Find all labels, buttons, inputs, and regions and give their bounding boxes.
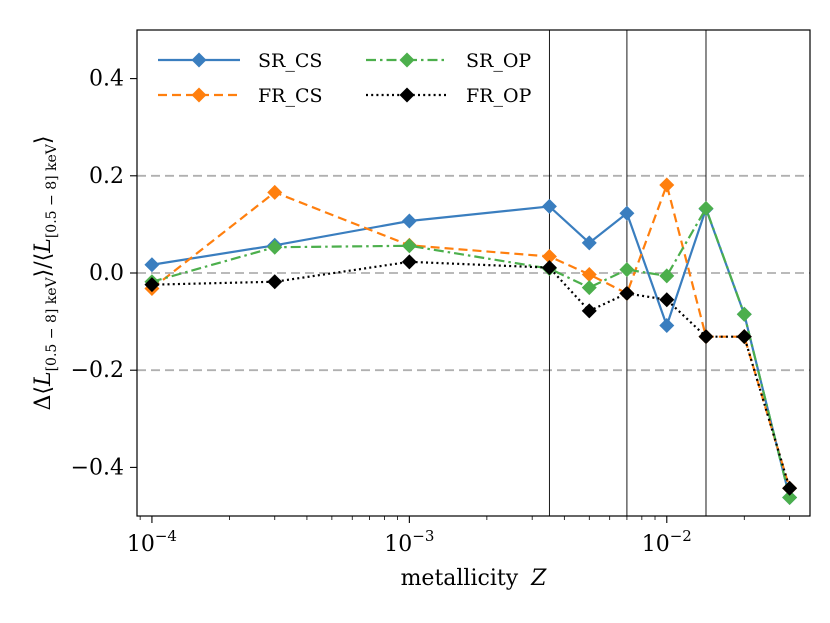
y-label-l1: L xyxy=(31,371,56,387)
series-fr-op xyxy=(144,254,798,496)
point-sr-op-6 xyxy=(659,268,675,284)
legend-marker-sr-cs xyxy=(191,52,207,68)
y-label-mid: ⟩/⟨ xyxy=(31,253,56,278)
series-line-fr-op xyxy=(151,260,791,489)
y-tick-label-0: 0.4 xyxy=(89,67,124,92)
series-sr-op xyxy=(144,200,798,506)
point-sr-cs-4 xyxy=(581,235,597,251)
y-label-sub2: [0.5 − 8] keV xyxy=(44,143,60,238)
point-sr-cs-2 xyxy=(401,213,417,229)
legend-entry-sr-cs: SR_CS xyxy=(158,50,322,72)
series-line-sr-op xyxy=(151,207,791,498)
point-sr-op-2 xyxy=(401,238,417,254)
point-fr-op-3 xyxy=(541,260,557,276)
y-axis-label: Δ⟨L[0.5 − 8] keV⟩/⟨L[0.5 − 8] keV⟩ xyxy=(31,136,60,411)
legend-marker-fr-op xyxy=(399,87,415,103)
series-line-fr-cs xyxy=(151,183,791,489)
x-axis-label: metallicity Z xyxy=(401,566,548,591)
legend-entry-fr-cs: FR_CS xyxy=(158,85,323,107)
legend-marker-sr-op xyxy=(399,52,415,68)
legend-label-sr-op: SR_OP xyxy=(466,50,531,72)
grid-layer xyxy=(137,174,810,372)
y-tick-label-4: −0.4 xyxy=(71,455,124,480)
legend-label-sr-cs: SR_CS xyxy=(258,50,322,72)
point-fr-op-8 xyxy=(736,329,752,345)
series-sr-cs xyxy=(144,198,798,506)
series-line-sr-cs xyxy=(151,205,791,498)
y-label-end: ⟩ xyxy=(31,136,56,145)
point-fr-op-2 xyxy=(401,254,417,270)
series-layer xyxy=(144,177,798,506)
legend: SR_CS FR_CS SR_OP FR_OP xyxy=(158,50,532,107)
point-fr-cs-1 xyxy=(267,184,283,200)
x-tick-label-1: 10−3 xyxy=(384,527,434,557)
y-label-delta: Δ⟨ xyxy=(31,386,56,410)
legend-entry-fr-op: FR_OP xyxy=(366,85,532,107)
point-fr-cs-6 xyxy=(659,177,675,193)
legend-label-fr-op: FR_OP xyxy=(466,85,532,107)
point-sr-cs-6 xyxy=(659,317,675,333)
point-fr-op-6 xyxy=(659,292,675,308)
x-tick-label-0: 10−4 xyxy=(127,527,177,557)
point-fr-op-7 xyxy=(698,329,714,345)
ticks: 0.4 0.2 0.0 −0.2 −0.4 10−4 10−3 10−2 xyxy=(71,67,791,557)
point-fr-op-4 xyxy=(581,303,597,319)
point-sr-op-5 xyxy=(619,262,635,278)
point-sr-op-8 xyxy=(736,306,752,322)
x-axis-label-text: metallicity xyxy=(401,566,519,591)
legend-label-fr-cs: FR_CS xyxy=(258,85,323,107)
point-sr-op-7 xyxy=(698,200,714,216)
point-fr-op-9 xyxy=(782,480,798,496)
point-sr-op-4 xyxy=(581,280,597,296)
y-label-sub1: [0.5 − 8] keV xyxy=(44,276,60,371)
point-fr-op-1 xyxy=(267,274,283,290)
legend-marker-fr-cs xyxy=(191,87,207,103)
y-label-l2: L xyxy=(31,238,56,254)
legend-entry-sr-op: SR_OP xyxy=(366,50,531,72)
y-tick-label-1: 0.2 xyxy=(89,164,124,189)
x-axis-label-var: Z xyxy=(530,566,547,591)
point-sr-op-9 xyxy=(782,490,798,506)
point-fr-op-5 xyxy=(619,285,635,301)
x-tick-label-2: 10−2 xyxy=(642,527,692,557)
point-sr-cs-0 xyxy=(144,257,160,273)
point-sr-cs-5 xyxy=(619,205,635,221)
y-tick-label-2: 0.0 xyxy=(89,261,124,286)
point-fr-cs-3 xyxy=(541,248,557,264)
point-fr-op-0 xyxy=(144,277,160,293)
y-tick-label-3: −0.2 xyxy=(71,358,124,383)
point-fr-cs-4 xyxy=(581,266,597,282)
point-sr-op-1 xyxy=(267,239,283,255)
point-sr-cs-3 xyxy=(541,198,557,214)
